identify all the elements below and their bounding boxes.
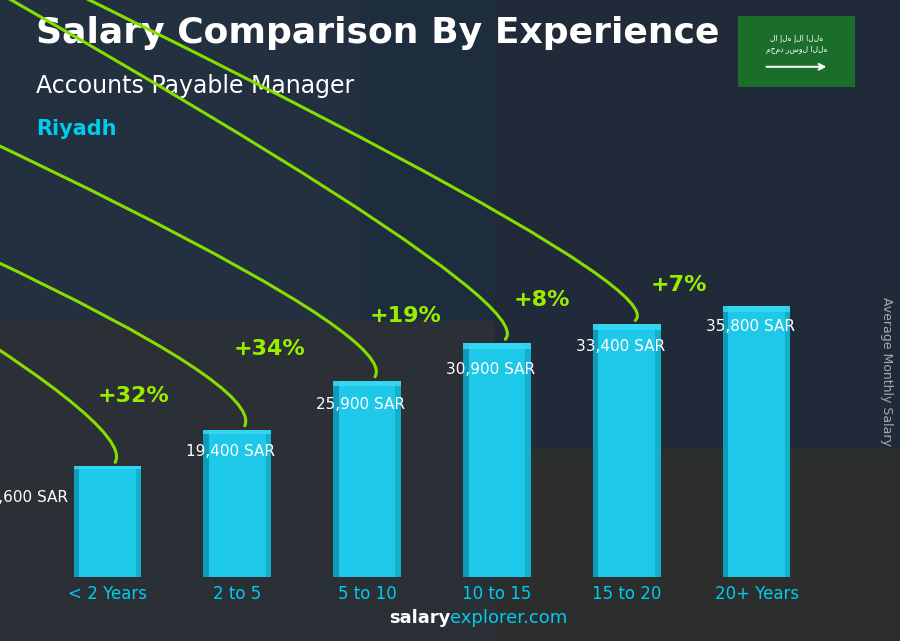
Bar — [203, 430, 209, 577]
Bar — [464, 343, 531, 349]
Text: 25,900 SAR: 25,900 SAR — [316, 397, 405, 412]
Bar — [136, 466, 141, 577]
Text: Riyadh: Riyadh — [36, 119, 116, 138]
Bar — [464, 343, 469, 577]
Text: 19,400 SAR: 19,400 SAR — [186, 444, 275, 458]
Bar — [464, 343, 531, 577]
Bar — [723, 306, 790, 312]
Bar — [593, 324, 661, 330]
Bar — [74, 466, 141, 469]
Bar — [203, 430, 271, 577]
Text: محمد رسول الله: محمد رسول الله — [766, 46, 827, 54]
Bar — [0, 0, 360, 320]
Text: لا إله إلا الله: لا إله إلا الله — [770, 34, 824, 43]
Bar — [495, 0, 900, 641]
Bar — [593, 324, 598, 577]
Bar — [333, 381, 400, 577]
Text: explorer.com: explorer.com — [450, 609, 567, 627]
Text: salary: salary — [389, 609, 450, 627]
Bar — [655, 324, 661, 577]
Text: 33,400 SAR: 33,400 SAR — [576, 339, 665, 354]
Bar — [74, 466, 141, 577]
Text: 35,800 SAR: 35,800 SAR — [706, 319, 795, 335]
Bar — [266, 430, 271, 577]
Bar — [333, 381, 400, 386]
Text: Accounts Payable Manager: Accounts Payable Manager — [36, 74, 355, 97]
Bar — [785, 306, 790, 577]
Text: Salary Comparison By Experience: Salary Comparison By Experience — [36, 16, 719, 50]
Bar — [74, 466, 79, 577]
Text: +32%: +32% — [97, 386, 169, 406]
Bar — [526, 343, 531, 577]
Bar — [333, 381, 338, 577]
Text: 14,600 SAR: 14,600 SAR — [0, 490, 68, 504]
Text: +34%: +34% — [234, 340, 306, 360]
Bar — [593, 324, 661, 577]
Text: +7%: +7% — [651, 275, 706, 295]
Text: +8%: +8% — [514, 290, 571, 310]
Text: 30,900 SAR: 30,900 SAR — [446, 362, 535, 377]
Text: +19%: +19% — [370, 306, 442, 326]
Bar — [723, 306, 790, 577]
Bar — [723, 306, 728, 577]
Bar — [395, 381, 400, 577]
Text: Average Monthly Salary: Average Monthly Salary — [880, 297, 893, 446]
Bar — [0, 320, 495, 641]
Bar — [203, 430, 271, 433]
Bar — [495, 0, 900, 449]
